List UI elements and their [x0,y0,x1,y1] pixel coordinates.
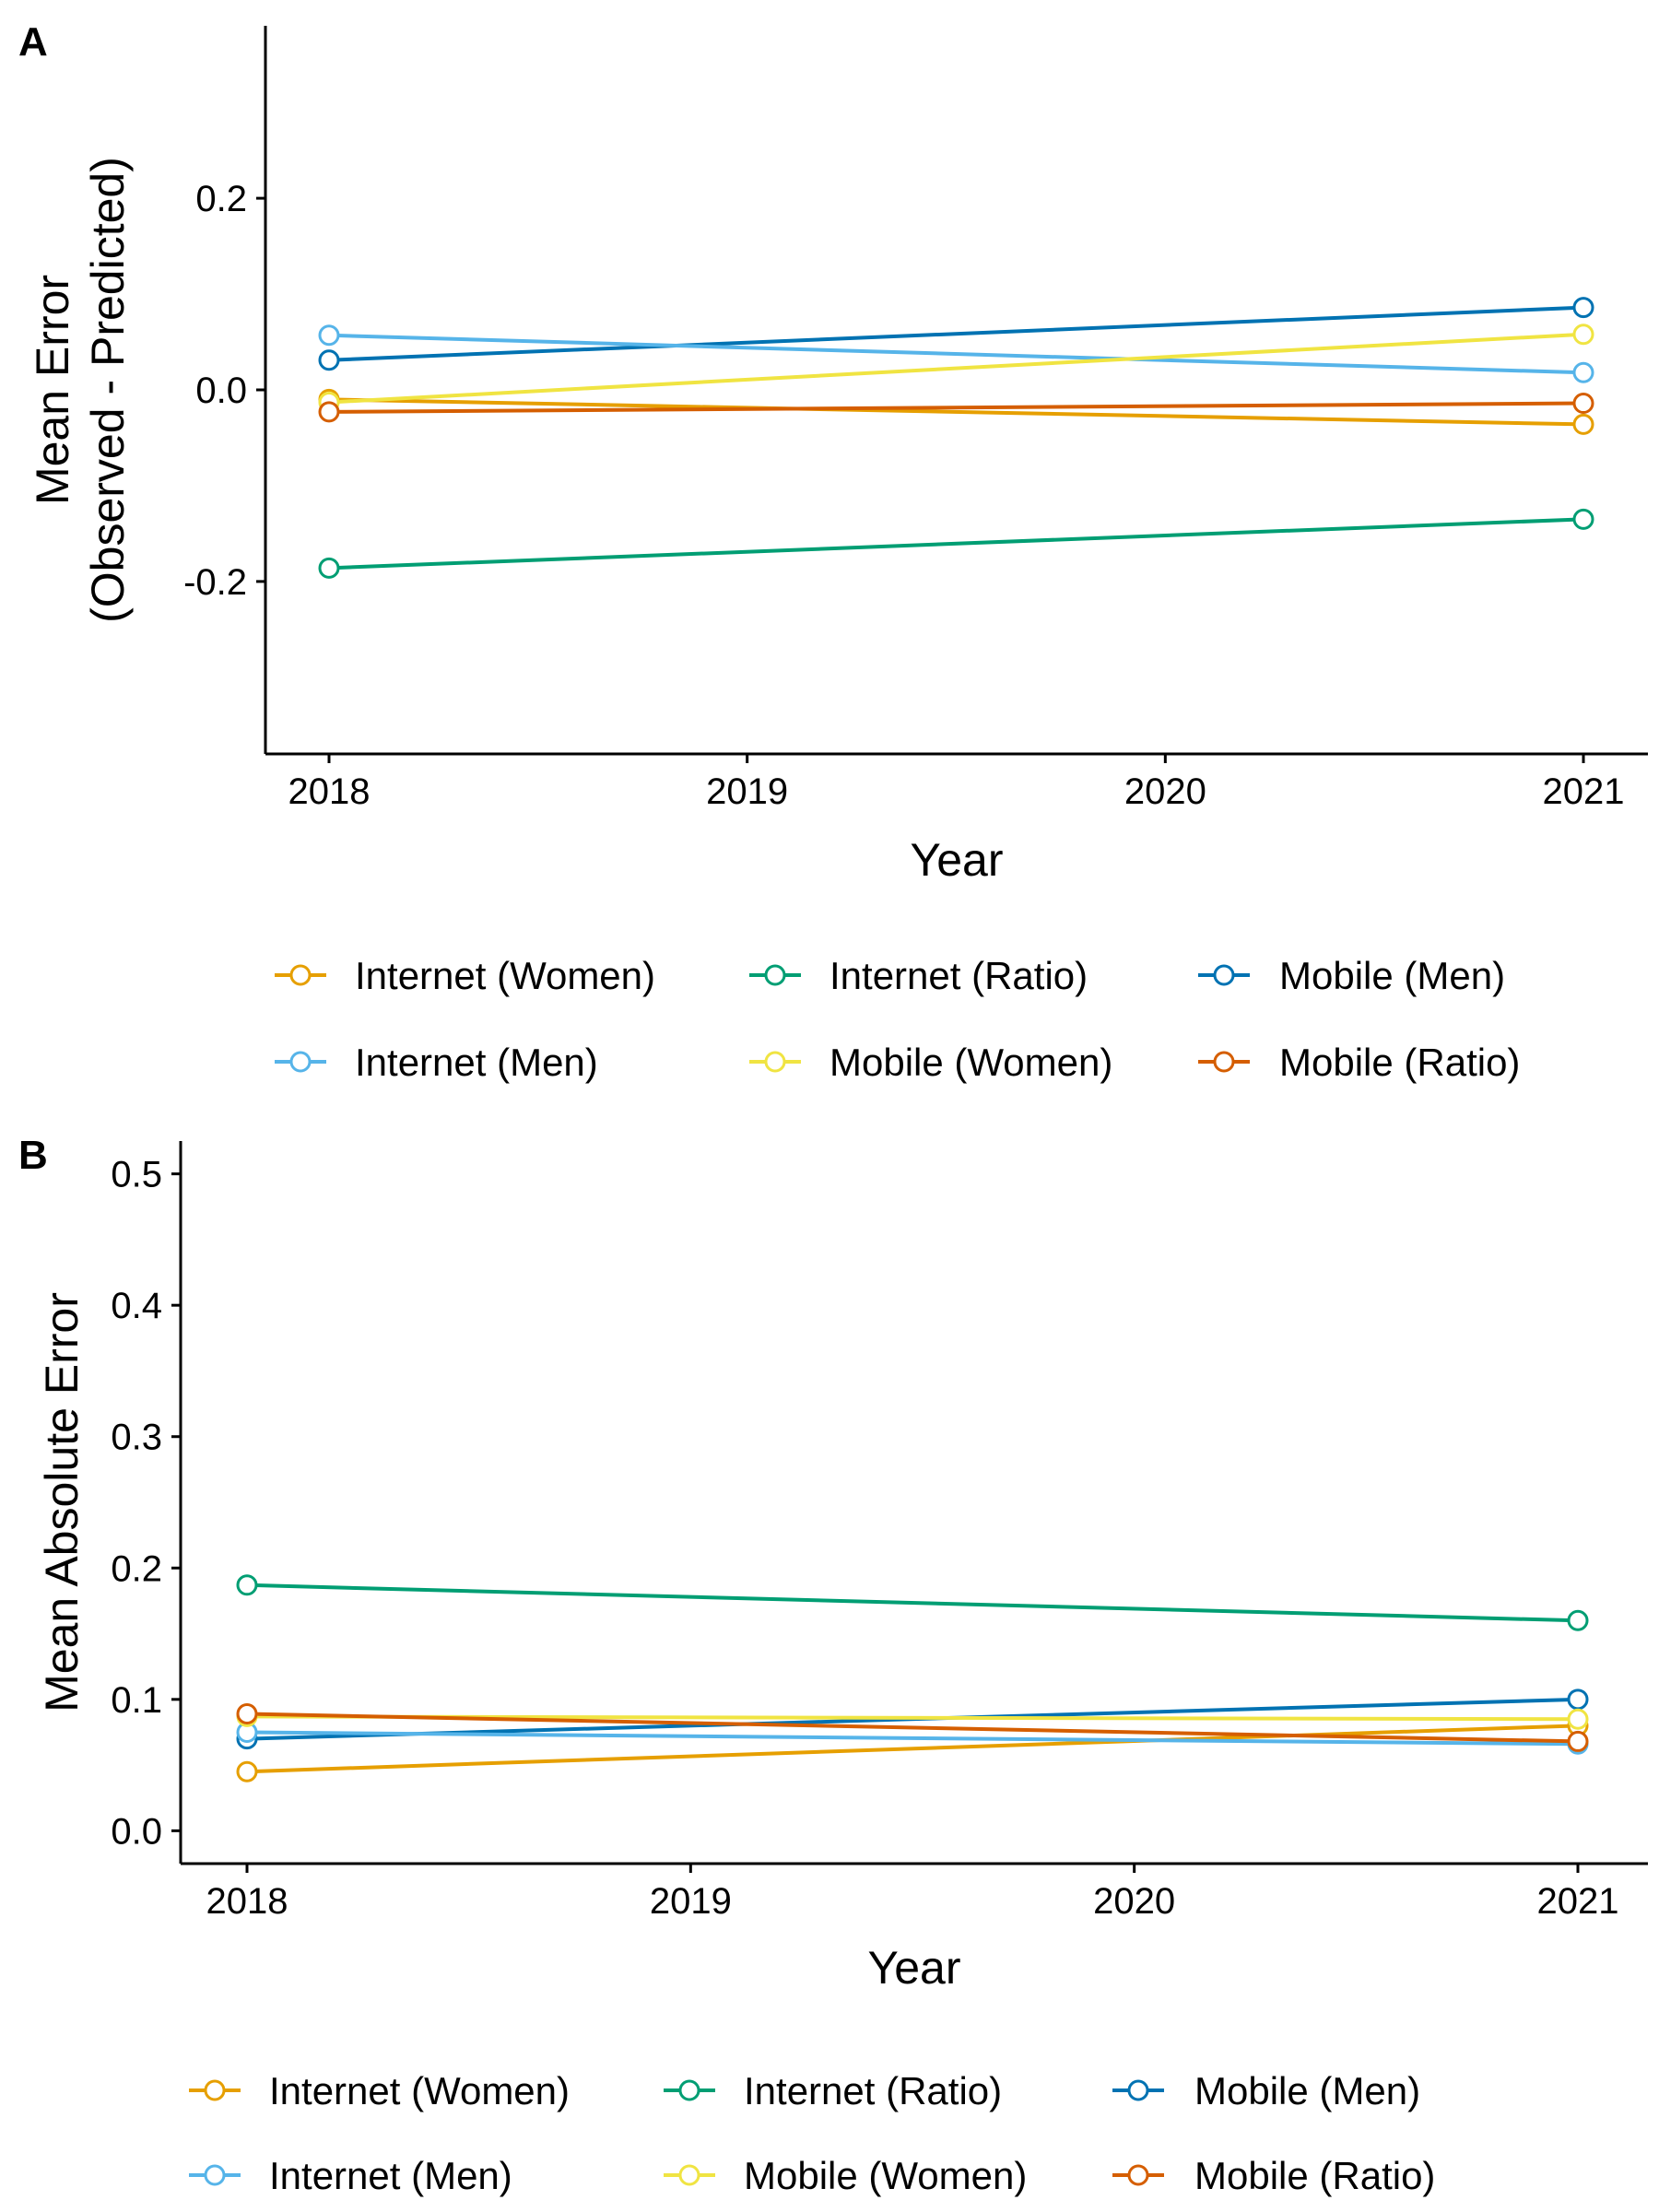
series-line [246,1724,1579,1774]
y-tick-label: -0.2 [183,562,247,603]
data-point [1567,1730,1589,1752]
y-tick-label: 0.3 [111,1418,162,1458]
panel-a: A -0.2 0.0 0.2 2018 2019 2020 2021 Year Mean Erro… [18,19,1648,1084]
data-point [236,1702,258,1724]
x-axis-title: Year [867,1942,960,1994]
legend-label: Mobile (Men) [1194,2069,1420,2112]
data-point [236,1760,258,1783]
data-point [318,324,340,347]
y-tick-label: 0.1 [111,1680,162,1721]
legend-label: Internet (Men) [269,2154,512,2197]
data-point [1567,1688,1589,1711]
series-group [318,297,1594,579]
data-point [1572,508,1594,530]
data-point [1572,297,1594,319]
legend-key-marker [289,964,312,986]
legend-label: Internet (Women) [355,954,655,997]
legend-label: Mobile (Women) [744,2154,1027,2197]
legend-key-marker [764,964,786,986]
x-tick-label: 2020 [1124,771,1206,812]
legend-label: Internet (Ratio) [744,2069,1002,2112]
legend-key-marker [204,2079,226,2101]
legend-label: Internet (Ratio) [830,954,1088,997]
series-line [328,397,1584,427]
x-tick-label: 2020 [1093,1881,1175,1922]
series-line [328,517,1584,571]
legend-label: Mobile (Ratio) [1279,1041,1520,1084]
legend-key-marker [1213,1051,1235,1073]
series-line [246,1712,1579,1744]
panel-label: B [18,1133,48,1178]
y-axis-title: Mean Error [27,275,78,505]
legend: Internet (Women) Internet (Ratio) Mobile (… [189,2069,1435,2197]
y-tick-label: 0.4 [111,1286,162,1326]
x-tick-label: 2021 [1543,771,1625,812]
legend-key-marker [678,2164,700,2186]
legend-key-marker [1127,2079,1149,2101]
y-tick-label: 0.0 [111,1811,162,1852]
data-point [1567,1609,1589,1631]
y-tick-label: 0.0 [195,371,247,411]
y-tick-label: 0.2 [195,179,247,219]
data-point [318,349,340,371]
series-line [328,332,1584,405]
data-point [236,1574,258,1596]
data-point [1572,324,1594,346]
x-tick-label: 2018 [288,771,371,812]
data-point [318,557,340,579]
legend-label: Internet (Women) [269,2069,570,2112]
series-line [328,333,1584,375]
legend-key-marker [764,1051,786,1073]
legend-key-marker [678,2079,700,2101]
x-tick-label: 2021 [1537,1881,1619,1922]
data-point [1572,361,1594,383]
legend-label: Mobile (Ratio) [1194,2154,1435,2197]
series-line [328,401,1584,414]
panel-b: B 0.0 0.1 0.2 0.3 0.4 0.5 2018 2019 2020 2021 Year M… [18,1133,1648,2197]
data-point [318,401,340,423]
x-tick-label: 2019 [706,771,788,812]
legend-label: Mobile (Women) [830,1041,1112,1084]
legend-key-marker [204,2164,226,2186]
series-line [328,305,1584,362]
series-line [246,1730,1579,1747]
series-line [246,1583,1579,1623]
data-point [1572,413,1594,435]
legend-key-marker [1127,2164,1149,2186]
data-point [1567,1708,1589,1730]
x-tick-label: 2019 [650,1881,732,1922]
legend-label: Mobile (Men) [1279,954,1505,997]
x-axis-title: Year [910,834,1003,886]
series-group [236,1574,1589,1783]
legend-label: Internet (Men) [355,1041,598,1084]
data-point [1572,393,1594,415]
y-tick-label: 0.5 [111,1155,162,1195]
legend: Internet (Women) Internet (Ratio) Mobile (… [275,954,1520,1084]
y-axis-subtitle: (Observed - Predicted) [82,157,134,623]
panel-label: A [18,19,48,65]
legend-key-marker [1213,964,1235,986]
x-tick-label: 2018 [206,1881,288,1922]
y-tick-label: 0.2 [111,1548,162,1589]
y-axis-title: Mean Absolute Error [36,1292,88,1712]
legend-key-marker [289,1051,312,1073]
